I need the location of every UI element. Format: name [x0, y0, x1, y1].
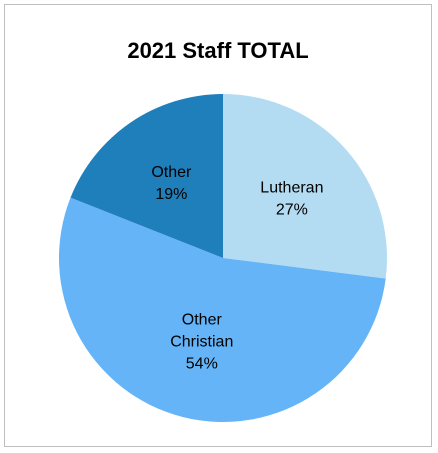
pie-slice-other [70, 93, 223, 258]
chart-title: 2021 Staff TOTAL [127, 38, 309, 63]
pie-label-lutheran: Lutheran 27% [260, 179, 323, 218]
pie-category-other-christian: Christian [170, 334, 233, 351]
pie-slice-lutheran [223, 94, 388, 279]
pie-slice-other-christian [59, 197, 386, 422]
pie-label-other-christian: Other Christian 54% [170, 312, 233, 373]
pie-percent-other: 19% [155, 186, 187, 203]
pie-category-other: Other [151, 164, 192, 181]
pie-category-other-christian: Other [182, 312, 223, 329]
pie-category-lutheran: Lutheran [260, 179, 323, 196]
pie-percent-lutheran: 27% [276, 201, 308, 218]
pie-percent-other-christian: 54% [186, 356, 218, 373]
pie-label-other: Other 19% [151, 164, 192, 203]
